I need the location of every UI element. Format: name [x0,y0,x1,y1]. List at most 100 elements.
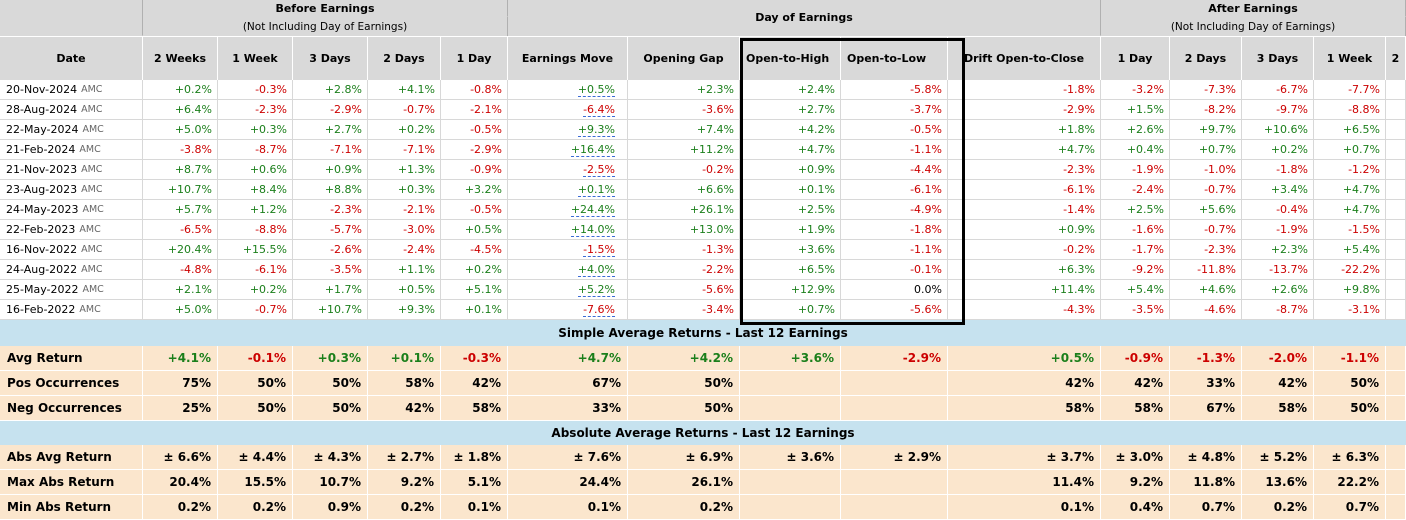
timing-tag: AMC [79,304,101,315]
earnings-move-cell-text: +5.2% [577,282,615,297]
value-cell-2 [1386,300,1406,320]
value-cell-2-weeks: +10.7% [143,180,218,200]
earnings-move-cell: -6.4% [508,100,628,120]
simple-stat-value [841,371,948,396]
simple-stat-value: 33% [1170,371,1242,396]
value-cell-drift-open-to-close: -6.1% [948,180,1101,200]
simple-stat-value: +0.5% [948,346,1101,371]
abs-stat-value [1386,470,1406,495]
value-cell-2-days: -2.3% [1170,240,1242,260]
column-header-3-days: 3 Days [1242,36,1314,80]
value-cell-open-to-low: -0.5% [841,120,948,140]
simple-stat-value: 58% [368,371,441,396]
column-header-drift-open-to-close: Drift Open-to-Close [948,36,1101,80]
group-header-day-of-earnings: Day of Earnings [508,0,1101,36]
value-cell-3-days: -2.6% [293,240,368,260]
value-cell-1-week: +0.2% [218,280,293,300]
value-cell-opening-gap: -2.2% [628,260,740,280]
value-cell-1-week: +6.5% [1314,120,1386,140]
simple-stat-value: 67% [508,371,628,396]
value-cell-1-week: +0.3% [218,120,293,140]
value-cell-3-days: +8.8% [293,180,368,200]
column-header-2-days: 2 Days [368,36,441,80]
value-cell-3-days: -5.7% [293,220,368,240]
value-cell-2-weeks: +8.7% [143,160,218,180]
simple-stat-value [1386,396,1406,421]
value-cell-3-days: -13.7% [1242,260,1314,280]
value-cell-open-to-low: -1.8% [841,220,948,240]
value-cell-open-to-high: +2.5% [740,200,841,220]
value-cell-drift-open-to-close: -2.3% [948,160,1101,180]
value-cell-2 [1386,100,1406,120]
value-cell-1-week: -22.2% [1314,260,1386,280]
group-subheader: (Not Including Day of Earnings) [143,17,508,36]
abs-stat-value [740,495,841,520]
value-cell-3-days: +3.4% [1242,180,1314,200]
value-cell-3-days: +0.9% [293,160,368,180]
earnings-move-cell-text: +9.3% [577,122,615,137]
value-cell-1-week: -8.7% [218,140,293,160]
abs-stat-label: Abs Avg Return [0,445,143,470]
timing-tag: AMC [81,184,103,195]
value-cell-2-weeks: +0.2% [143,80,218,100]
earnings-move-cell: +14.0% [508,220,628,240]
value-cell-drift-open-to-close: +1.8% [948,120,1101,140]
abs-stat-value: 9.2% [1101,470,1170,495]
value-cell-2-days: -11.8% [1170,260,1242,280]
value-cell-2 [1386,120,1406,140]
value-cell-2-days: +0.2% [368,120,441,140]
value-cell-2-days: -0.7% [368,100,441,120]
simple-stat-value: -0.9% [1101,346,1170,371]
column-header-1-day: 1 Day [441,36,508,80]
value-cell-2-days: -3.0% [368,220,441,240]
value-cell-opening-gap: +7.4% [628,120,740,140]
abs-stat-value: ± 3.7% [948,445,1101,470]
value-cell-1-day: -0.9% [441,160,508,180]
value-cell-2-weeks: +5.7% [143,200,218,220]
simple-stat-label: Pos Occurrences [0,371,143,396]
simple-stat-value: 42% [441,371,508,396]
value-cell-1-week: -8.8% [1314,100,1386,120]
simple-stat-value: 58% [948,396,1101,421]
value-cell-3-days: -6.7% [1242,80,1314,100]
value-cell-1-week: -0.7% [218,300,293,320]
value-cell-2 [1386,240,1406,260]
value-cell-open-to-high: +0.9% [740,160,841,180]
timing-tag: AMC [79,144,101,155]
value-cell-1-week: +5.4% [1314,240,1386,260]
value-cell-2-weeks: +6.4% [143,100,218,120]
abs-stat-value: ± 4.3% [293,445,368,470]
earnings-move-cell: -1.5% [508,240,628,260]
simple-stat-value: -2.0% [1242,346,1314,371]
value-cell-1-week: -0.3% [218,80,293,100]
value-cell-open-to-high: +4.7% [740,140,841,160]
value-cell-drift-open-to-close: +0.9% [948,220,1101,240]
value-cell-drift-open-to-close: +11.4% [948,280,1101,300]
value-cell-open-to-low: 0.0% [841,280,948,300]
simple-stat-value: -1.3% [1170,346,1242,371]
value-cell-opening-gap: +26.1% [628,200,740,220]
simple-stat-value: 33% [508,396,628,421]
earnings-move-cell-text: +4.0% [577,262,615,277]
column-header-1-week: 1 Week [1314,36,1386,80]
value-cell-2-days: +1.1% [368,260,441,280]
timing-tag: AMC [81,244,103,255]
value-cell-1-day: +2.6% [1101,120,1170,140]
value-cell-1-week: +9.8% [1314,280,1386,300]
value-cell-2-days: +9.3% [368,300,441,320]
value-cell-1-day: +0.2% [441,260,508,280]
column-header-open-to-low: Open-to-Low [841,36,948,80]
value-cell-2-days: -7.3% [1170,80,1242,100]
value-cell-2 [1386,280,1406,300]
simple-stat-value: 58% [1242,396,1314,421]
simple-stat-value: +0.3% [293,346,368,371]
timing-tag: AMC [79,224,101,235]
column-header-3-days: 3 Days [293,36,368,80]
abs-stat-value: ± 3.0% [1101,445,1170,470]
abs-stat-value: 0.2% [1242,495,1314,520]
simple-stat-value: 50% [1314,371,1386,396]
abs-stat-value: 26.1% [628,470,740,495]
value-cell-1-week: -8.8% [218,220,293,240]
value-cell-1-day: -2.9% [441,140,508,160]
